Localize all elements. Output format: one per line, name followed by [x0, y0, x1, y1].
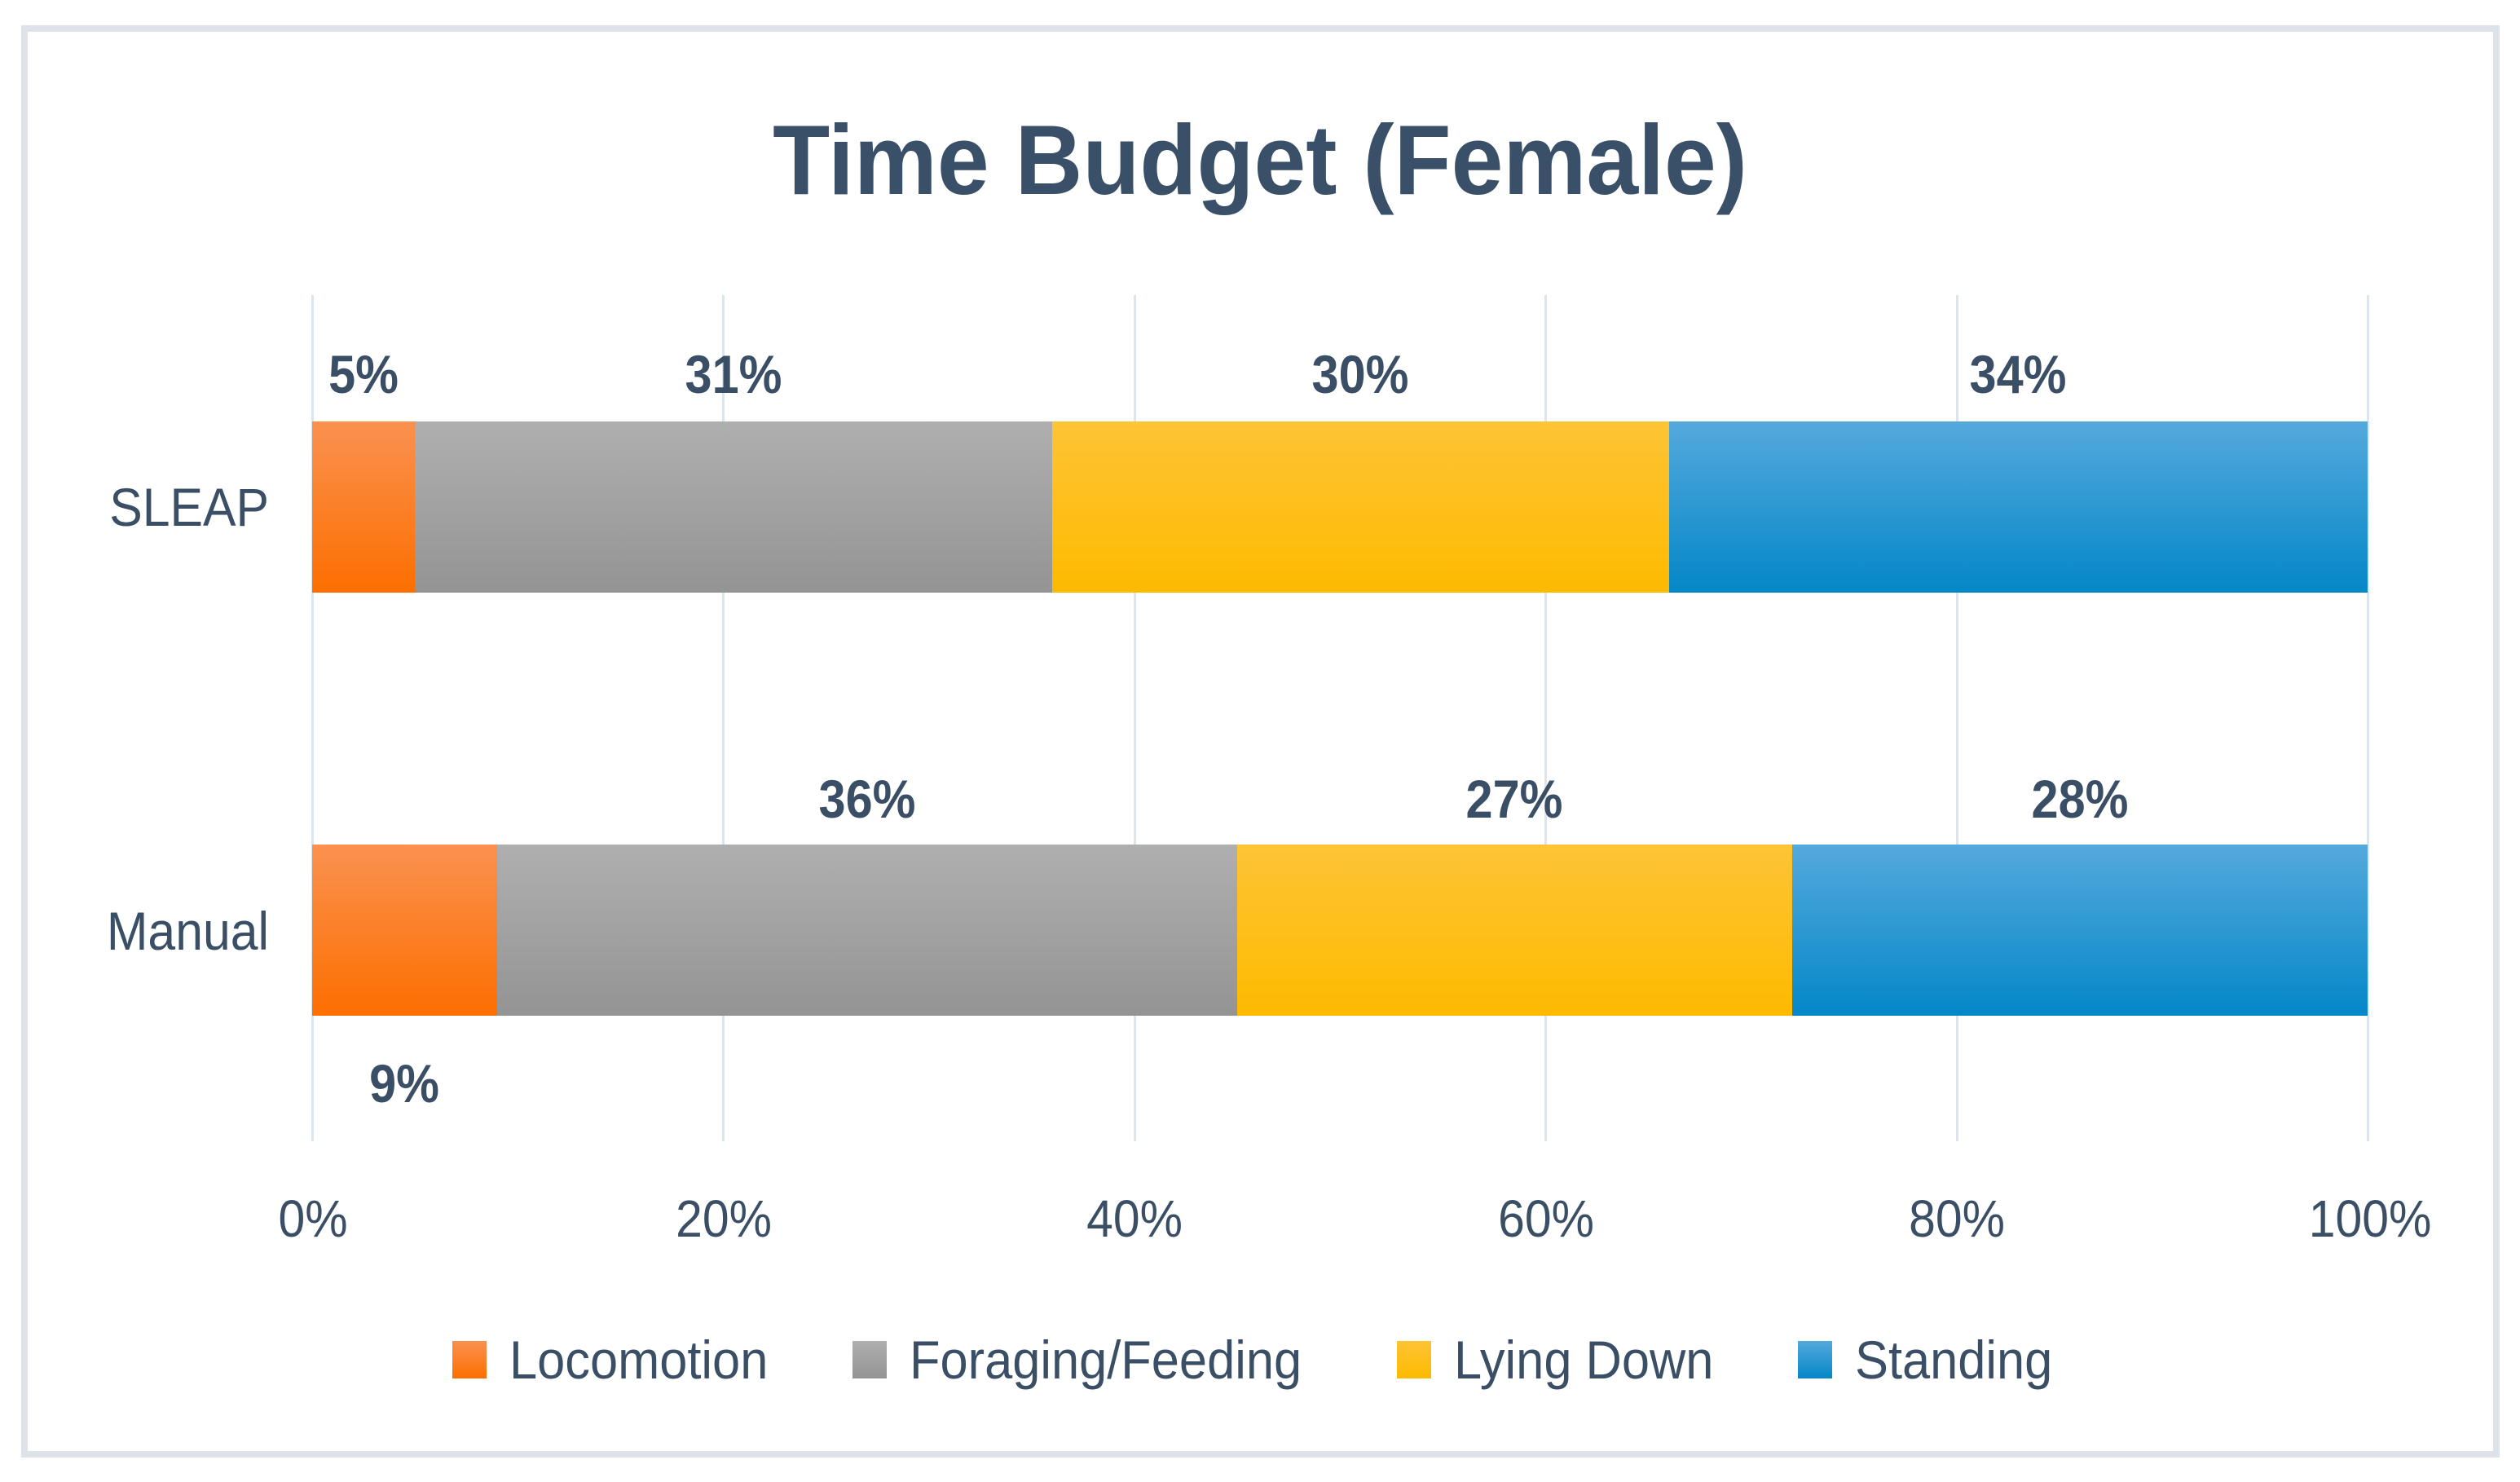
plot-area: 5% 31% 30% 34% 9% 36% 27% 28% — [311, 295, 2369, 1141]
data-label-manual-lying-down: 27% — [1465, 769, 1563, 829]
legend-label-standing: Standing — [1855, 1330, 2053, 1390]
gridline-100pct — [2367, 295, 2369, 1141]
legend: Locomotion Foraging/Feeding Lying Down S… — [0, 1317, 2520, 1402]
legend-swatch-locomotion — [452, 1341, 487, 1378]
legend-swatch-lying-down — [1396, 1341, 1431, 1378]
bar-manual-segment-locomotion — [312, 845, 497, 1016]
chart-title: Time Budget (Female) — [773, 104, 1747, 215]
bar-sleap-segment-standing — [1668, 421, 2368, 593]
x-axis-tick-20: 20% — [676, 1189, 772, 1248]
gridline-20pct — [722, 295, 725, 1141]
category-label-manual: Manual — [106, 901, 269, 961]
data-label-manual-standing: 28% — [2031, 769, 2129, 829]
data-label-sleap-lying-down: 30% — [1311, 344, 1409, 404]
bar-sleap-segment-foraging-feeding — [415, 421, 1052, 593]
gridline-40pct — [1133, 295, 1136, 1141]
bar-sleap-segment-lying-down — [1051, 421, 1669, 593]
legend-swatch-standing — [1798, 1341, 1833, 1378]
x-axis-tick-100: 100% — [2308, 1189, 2432, 1248]
bar-sleap — [312, 421, 2368, 593]
data-label-manual-foraging-feeding: 36% — [818, 769, 916, 829]
legend-label-lying-down: Lying Down — [1453, 1330, 1714, 1390]
legend-item-lying-down: Lying Down — [1396, 1330, 1733, 1390]
legend-label-locomotion: Locomotion — [509, 1330, 769, 1390]
x-axis-tick-60: 60% — [1498, 1189, 1594, 1248]
bar-manual-segment-lying-down — [1236, 845, 1792, 1016]
gridline-0pct — [311, 295, 314, 1141]
bar-sleap-segment-locomotion — [312, 421, 416, 593]
gridline-60pct — [1544, 295, 1548, 1141]
legend-item-foraging-feeding: Foraging/Feeding — [852, 1331, 1331, 1388]
data-label-sleap-standing: 34% — [1969, 344, 2067, 404]
legend-label-foraging-feeding: Foraging/Feeding — [910, 1330, 1302, 1390]
bar-manual — [312, 845, 2368, 1016]
data-label-sleap-foraging-feeding: 31% — [685, 344, 782, 404]
x-axis-tick-80: 80% — [1909, 1189, 2005, 1248]
data-label-sleap-locomotion: 5% — [328, 344, 399, 404]
x-axis-tick-0: 0% — [278, 1189, 348, 1248]
x-axis-tick-40: 40% — [1086, 1189, 1183, 1248]
category-label-sleap: SLEAP — [109, 477, 269, 537]
legend-item-locomotion: Locomotion — [452, 1331, 787, 1388]
bar-manual-segment-standing — [1791, 845, 2368, 1016]
bar-manual-segment-foraging-feeding — [496, 845, 1237, 1016]
gridline-80pct — [1955, 295, 1958, 1141]
legend-swatch-foraging-feeding — [852, 1341, 888, 1378]
data-label-manual-locomotion: 9% — [369, 1053, 440, 1114]
legend-item-standing: Standing — [1798, 1331, 2068, 1388]
